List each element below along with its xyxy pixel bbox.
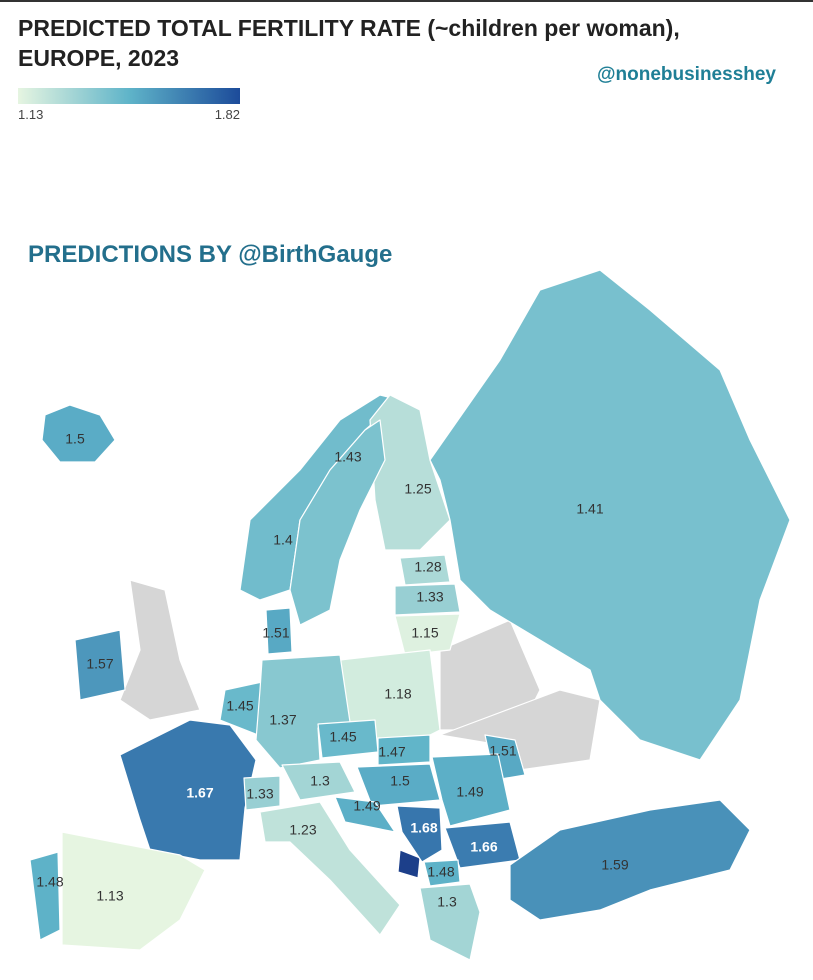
region-label: 1.57 <box>86 656 113 672</box>
title-line: EUROPE, 2023 <box>18 45 179 71</box>
region-label: 1.4 <box>273 532 293 548</box>
region <box>394 613 461 656</box>
legend-min: 1.13 <box>18 107 43 122</box>
region <box>289 419 386 626</box>
handle: @nonebusinesshey <box>597 64 776 85</box>
no-data-region <box>119 579 201 721</box>
region <box>423 859 461 887</box>
regions <box>29 269 791 961</box>
region-label: 1.33 <box>416 589 443 605</box>
region-label: 1.3 <box>437 894 457 910</box>
region-label: 1.5 <box>65 431 85 447</box>
region <box>29 851 61 941</box>
labels: 1.5 1.43 1.25 1.41 1.4 1.28 1.33 1.51 1.15 1.57 1.… <box>36 431 628 910</box>
region <box>396 805 443 863</box>
region-label: 1.43 <box>334 449 361 465</box>
region-label: 1.67 <box>186 785 213 801</box>
region-label: 1.48 <box>427 864 454 880</box>
region-label: 1.59 <box>601 857 628 873</box>
region-label: 1.5 <box>390 773 410 789</box>
region-label: 1.45 <box>226 698 253 714</box>
region-label: 1.45 <box>329 729 356 745</box>
region-label: 1.13 <box>96 888 123 904</box>
region <box>255 654 351 769</box>
region <box>509 799 751 921</box>
no-data-regions <box>119 579 601 879</box>
region-label: 1.25 <box>404 481 431 497</box>
region <box>265 607 293 655</box>
region <box>259 801 401 936</box>
region <box>356 763 441 807</box>
region-label: 1.47 <box>378 744 405 760</box>
region-label: 1.51 <box>262 625 289 641</box>
legend-max: 1.82 <box>215 107 240 122</box>
region-label: 1.49 <box>456 784 483 800</box>
title-line: PREDICTED TOTAL FERTILITY RATE (~childre… <box>18 15 680 41</box>
region <box>399 554 451 586</box>
region <box>419 883 481 961</box>
region <box>429 269 791 761</box>
region-label: 1.3 <box>310 773 330 789</box>
region-label: 1.18 <box>384 686 411 702</box>
legend-gradient <box>18 88 240 104</box>
subtitle: PREDICTIONS BY @BirthGauge <box>28 241 392 268</box>
region-label: 1.23 <box>289 822 316 838</box>
region-label: 1.49 <box>353 798 380 814</box>
region <box>377 734 431 766</box>
region-label: 1.41 <box>576 501 603 517</box>
unlabeled-region <box>397 849 421 879</box>
region-label: 1.48 <box>36 874 63 890</box>
region-label: 1.15 <box>411 625 438 641</box>
region-label: 1.68 <box>410 820 437 836</box>
region <box>243 775 281 811</box>
region <box>119 719 257 861</box>
region-label: 1.37 <box>269 712 296 728</box>
region <box>431 753 511 827</box>
region <box>281 761 356 801</box>
region <box>74 629 126 701</box>
region-label: 1.28 <box>414 559 441 575</box>
region-label: 1.51 <box>489 743 516 759</box>
region-label: 1.33 <box>246 786 273 802</box>
region <box>41 404 116 463</box>
region <box>334 796 396 833</box>
region-label: 1.66 <box>470 839 497 855</box>
region <box>61 831 206 951</box>
region <box>394 583 461 616</box>
